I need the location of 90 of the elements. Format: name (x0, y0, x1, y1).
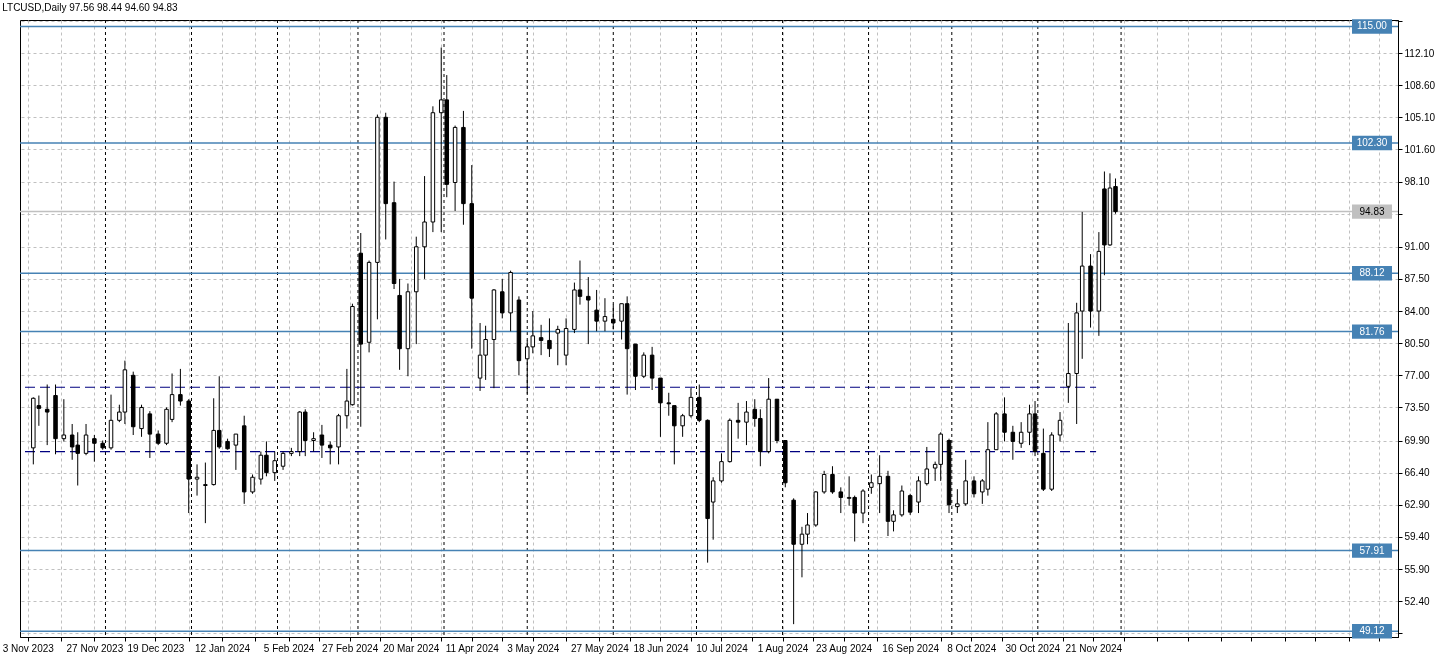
y-tick-label: 66.40 (1404, 467, 1430, 479)
candlestick (280, 451, 286, 471)
x-tick-label: 3 Nov 2023 (2, 642, 55, 654)
ref-line-label: 102.30 (1356, 137, 1388, 149)
x-tick-label: 27 Nov 2023 (66, 642, 124, 654)
candlestick (178, 368, 183, 407)
x-tick-label: 27 Feb 2024 (322, 642, 379, 654)
candlestick (860, 488, 866, 524)
y-tick-label: 52.40 (1404, 595, 1430, 607)
candlestick (1018, 421, 1024, 449)
candlestick (735, 402, 741, 440)
candlestick (602, 297, 608, 332)
x-tick-label: 5 Feb 2024 (263, 642, 315, 654)
y-tick-label: 59.40 (1404, 531, 1430, 543)
y-tick-label: 101.60 (1404, 143, 1436, 155)
x-tick-label: 20 Mar 2024 (383, 642, 440, 654)
candlestick (194, 463, 200, 497)
candlestick (899, 485, 905, 518)
y-tick-label: 108.60 (1404, 79, 1436, 91)
x-tick-label: 21 Nov 2024 (1065, 642, 1123, 654)
candlestick (672, 405, 677, 465)
candlestick (649, 346, 655, 391)
candlestick (719, 452, 724, 484)
x-tick-label: 23 Aug 2024 (815, 642, 873, 654)
candlestick (744, 400, 749, 446)
y-tick-label: 77.00 (1404, 369, 1430, 381)
candlestick (1057, 411, 1063, 442)
x-tick-label: 30 Oct 2024 (1005, 642, 1061, 654)
candlestick (877, 454, 882, 514)
x-tick-label: 12 Jan 2024 (194, 642, 251, 654)
candlestick (203, 462, 208, 524)
y-tick-label: 73.50 (1404, 401, 1430, 413)
candlestick (1066, 322, 1071, 404)
candlestick (955, 488, 960, 514)
candlestick (1002, 396, 1007, 442)
candlestick (821, 470, 827, 495)
x-tick-label: 10 Jul 2024 (696, 642, 749, 654)
candlestick (641, 351, 647, 379)
candlestick (907, 493, 913, 516)
candlestick (147, 410, 153, 459)
candlestick (555, 325, 561, 366)
y-tick-label: 112.10 (1404, 47, 1435, 59)
candlestick (233, 433, 239, 471)
candlestick (538, 324, 544, 356)
x-tick-label: 8 Oct 2024 (947, 642, 997, 654)
y-tick-label: 84.00 (1404, 305, 1430, 317)
x-tick-label: 11 Apr 2024 (445, 642, 500, 654)
candlestick (916, 475, 921, 514)
candlestick (547, 317, 552, 358)
candlestick (838, 486, 844, 514)
ref-line-label: 57.91 (1359, 544, 1385, 556)
ref-line-label: 88.12 (1359, 267, 1385, 279)
candlestick (963, 459, 968, 507)
candlestick (680, 413, 685, 438)
ref-line-label: 115.00 (1357, 20, 1388, 32)
x-tick-label: 27 May 2024 (570, 642, 630, 654)
candlestick (586, 276, 591, 345)
y-tick-label: 62.90 (1404, 499, 1430, 511)
y-tick-label: 69.90 (1404, 435, 1430, 447)
candlestick (594, 289, 599, 332)
candlestick (83, 423, 89, 456)
x-tick-label: 1 Aug 2024 (757, 642, 809, 654)
ref-line-label: 94.83 (1359, 205, 1385, 217)
candlestick (250, 473, 255, 495)
candlestick (92, 434, 97, 463)
y-tick-label: 105.10 (1404, 111, 1436, 123)
candlestick (61, 398, 67, 442)
candlestick (971, 475, 977, 498)
candlestick (311, 431, 316, 453)
y-tick-label: 55.90 (1404, 563, 1430, 575)
candlestick (1010, 425, 1016, 461)
candlestick (924, 446, 930, 486)
candlestick (500, 278, 505, 319)
y-tick-label: 80.50 (1404, 337, 1430, 349)
candlestick (319, 424, 325, 459)
x-tick-label: 3 May 2024 (507, 642, 560, 654)
candlestick (830, 465, 835, 495)
ref-line-label: 49.12 (1359, 625, 1385, 637)
candlestick (44, 384, 50, 446)
y-tick-label: 98.10 (1404, 176, 1430, 188)
candlestick (139, 404, 144, 438)
chart-title: LTCUSD,Daily 97.56 98.44 94.60 94.83 (2, 1, 179, 13)
x-tick-label: 19 Dec 2023 (127, 642, 185, 654)
candlestick (327, 440, 333, 465)
x-tick-label: 16 Sep 2024 (882, 642, 940, 654)
y-tick-label: 87.50 (1404, 273, 1430, 285)
x-tick-label: 18 Jun 2024 (633, 642, 689, 654)
ref-line-label: 81.76 (1359, 325, 1385, 337)
candlestick (666, 392, 672, 417)
y-tick-label: 91.00 (1404, 241, 1430, 253)
